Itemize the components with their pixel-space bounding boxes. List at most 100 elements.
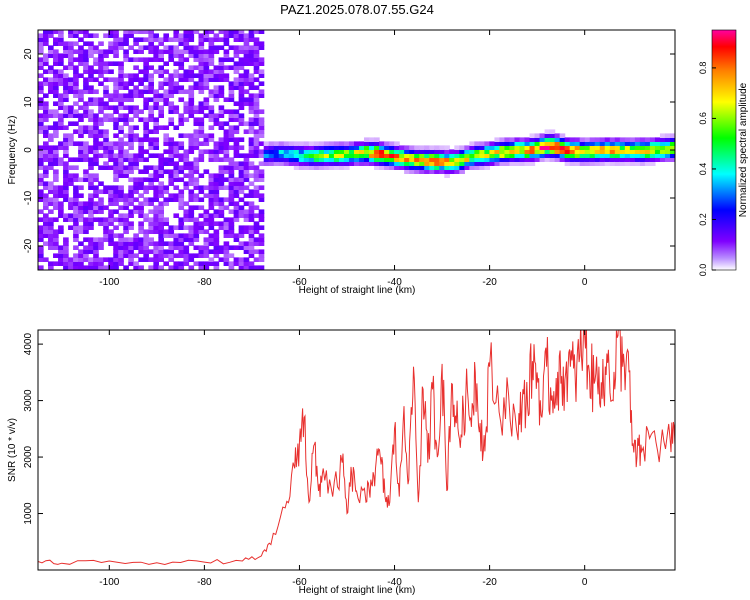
spectrogram-cell [113, 49, 119, 54]
spectrogram-cell [108, 213, 114, 218]
spectrogram-cell [178, 97, 185, 102]
spectrogram-cell [138, 37, 144, 42]
spectrogram-cell [173, 153, 180, 158]
spectrogram-cell [188, 101, 195, 106]
spectrogram-cell [73, 237, 79, 242]
spectrogram-cell [173, 149, 180, 154]
spectrogram-cell [48, 261, 54, 266]
spectrogram-cell [48, 109, 54, 114]
spectrogram-cell [424, 169, 430, 174]
spectrogram-cell [514, 145, 521, 150]
spectrogram-cell [58, 117, 64, 122]
spectrogram-cell [113, 225, 119, 230]
spectrogram-cell [183, 37, 190, 42]
spectrogram-cell [168, 149, 175, 154]
spectrogram-cell [38, 197, 44, 202]
spectrogram-cell [43, 185, 49, 190]
spectrogram-cell [123, 253, 129, 258]
spectrogram-cell [103, 257, 109, 262]
spectrogram-cell [153, 105, 159, 110]
spectrogram-cell [424, 153, 430, 158]
spectrogram-cell [233, 193, 240, 198]
spectrogram-cell [509, 137, 516, 142]
spectrogram-cell [138, 89, 144, 94]
x-tick-label: -20 [482, 277, 497, 288]
spectrogram-cell [233, 177, 240, 182]
spectrogram-cell [118, 61, 124, 66]
spectrogram-cell [123, 205, 129, 210]
spectrogram-cell [203, 241, 210, 246]
spectrogram-cell [118, 145, 124, 150]
spectrogram-cell [153, 241, 159, 246]
spectrogram-cell [103, 165, 109, 170]
spectrogram-cell [429, 157, 435, 162]
spectrogram-cell [434, 145, 440, 150]
spectrogram-cell [353, 149, 360, 154]
spectrogram-cell [444, 157, 450, 162]
spectrogram-cell [253, 93, 260, 98]
spectrogram-cell [108, 153, 114, 158]
spectrogram-cell [193, 133, 200, 138]
spectrogram-cell [253, 169, 260, 174]
spectrogram-cell [188, 73, 195, 78]
spectrogram-cell [168, 157, 175, 162]
spectrogram-cell [223, 109, 230, 114]
spectrogram-cell [243, 185, 250, 190]
spectrogram-cell [63, 249, 69, 254]
spectrogram-cell [359, 145, 365, 150]
spectrogram-cell [138, 77, 144, 82]
spectrogram-cell [253, 229, 260, 234]
spectrogram-cell [43, 149, 49, 154]
spectrogram-cell [113, 41, 119, 46]
spectrogram-cell [178, 145, 185, 150]
spectrogram-cell [509, 141, 516, 146]
spectrogram-cell [53, 109, 59, 114]
spectrogram-cell [464, 157, 470, 162]
spectrogram-cell [103, 141, 109, 146]
spectrogram-cell [88, 217, 94, 222]
spectrogram-cell [238, 209, 245, 214]
spectrogram-cell [519, 141, 526, 146]
spectrogram-cell [559, 141, 566, 146]
spectrogram-cell [409, 157, 415, 162]
spectrogram-cell [664, 133, 671, 138]
spectrogram-cell [409, 145, 415, 150]
spectrogram-cell [253, 237, 260, 242]
spectrogram-cell [118, 213, 124, 218]
spectrogram-cell [103, 85, 109, 90]
spectrogram-cell [599, 149, 606, 154]
spectrogram-cell [148, 45, 154, 50]
spectrogram-cell [98, 257, 104, 262]
spectrogram-cell [108, 201, 114, 206]
spectrogram-cell [168, 117, 175, 122]
spectrogram-cell [78, 249, 84, 254]
spectrogram-cell [193, 237, 200, 242]
spectrogram-cell [108, 221, 114, 226]
spectrogram-cell [609, 141, 616, 146]
spectrogram-cell [98, 141, 104, 146]
spectrogram-cell [419, 149, 425, 154]
spectrogram-cell [273, 153, 280, 158]
spectrogram-cell [58, 125, 64, 130]
spectrogram-cell [614, 161, 621, 166]
spectrogram-cell [43, 57, 49, 62]
spectrogram-cell [198, 41, 205, 46]
spectrogram-cell [58, 213, 64, 218]
spectrogram-cell [168, 89, 175, 94]
spectrogram-cell [128, 129, 134, 134]
spectrogram-cell [248, 181, 255, 186]
spectrogram-cell [118, 205, 124, 210]
spectrogram-cell [148, 197, 154, 202]
spectrogram-cell [238, 77, 245, 82]
spectrogram-cell [113, 169, 119, 174]
spectrogram-cell [193, 49, 200, 54]
spectrogram-cell [208, 61, 215, 66]
spectrogram-cell [604, 149, 611, 154]
spectrogram-cell [128, 73, 134, 78]
spectrogram-cell [138, 149, 144, 154]
spectrogram-cell [178, 241, 185, 246]
spectrogram-cell [98, 153, 104, 158]
snr-plot-area [38, 330, 675, 570]
spectrogram-cell [303, 141, 310, 146]
